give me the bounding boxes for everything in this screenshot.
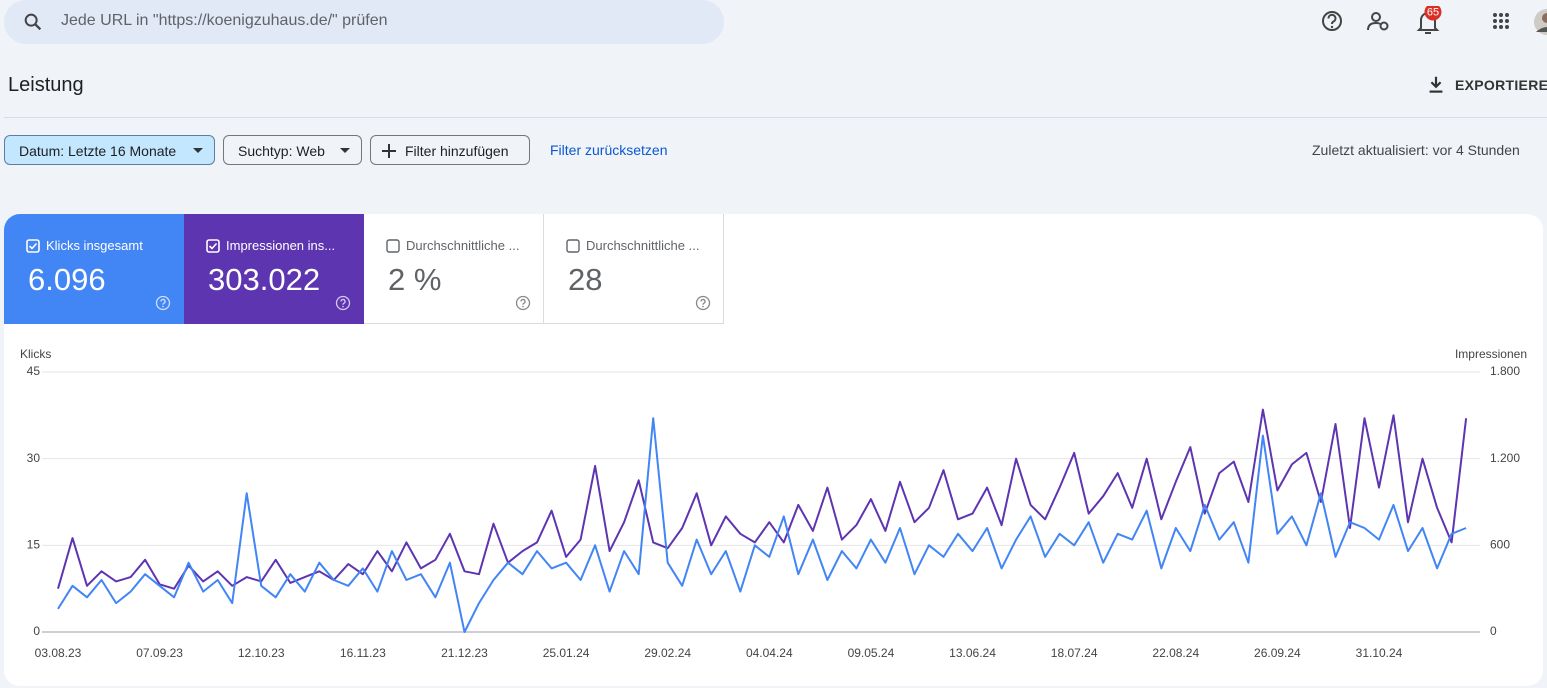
- x-tick-label: 22.08.24: [1152, 646, 1199, 660]
- checkbox-checked: [26, 239, 40, 253]
- x-tick-label: 04.04.24: [746, 646, 793, 660]
- y2-axis-label: Impressionen: [1455, 347, 1527, 361]
- x-tick-label: 03.08.23: [35, 646, 82, 660]
- x-tick-label: 31.10.24: [1356, 646, 1403, 660]
- metric-tile[interactable]: Impressionen ins... 303.022: [184, 214, 364, 324]
- series-line: [57, 417, 1467, 633]
- notification-count: 65: [1427, 6, 1439, 18]
- search-type-chip[interactable]: Suchtyp: Web: [223, 135, 362, 165]
- notification-badge: [1424, 6, 1442, 21]
- divider: [4, 117, 1547, 118]
- metric-label: Klicks insgesamt: [46, 238, 143, 253]
- performance-card: Klicks insgesamt 6.096 Impressionen ins.…: [4, 214, 1543, 686]
- x-tick-label: 29.02.24: [644, 646, 691, 660]
- page-title: Leistung: [8, 74, 84, 96]
- x-tick-label: 12.10.23: [238, 646, 285, 660]
- notification-icon[interactable]: 65: [1416, 6, 1442, 34]
- y-axis-label: Klicks: [20, 347, 51, 361]
- search-bar[interactable]: Jede URL in "https://koenigzuhaus.de/" p…: [4, 0, 724, 44]
- checkbox: [386, 239, 400, 253]
- x-tick-label: 25.01.24: [543, 646, 590, 660]
- info-icon: [515, 295, 531, 311]
- last-updated: Zuletzt aktualisiert: vor 4 Stunden: [1312, 142, 1520, 158]
- info-icon: [695, 295, 711, 311]
- dropdown-arrow: [340, 148, 350, 153]
- info-icon: [335, 295, 351, 311]
- date-filter-chip[interactable]: Datum: Letzte 16 Monate: [4, 135, 215, 165]
- export-label: EXPORTIEREN: [1455, 77, 1547, 93]
- metric-tile[interactable]: Klicks insgesamt 6.096: [4, 214, 184, 324]
- reset-filters-link[interactable]: Filter zurücksetzen: [550, 142, 668, 158]
- metric-label: Durchschnittliche ...: [586, 238, 700, 253]
- tick-label: 600: [1490, 538, 1510, 552]
- tick-label: 0: [33, 624, 40, 638]
- tick-label: 1.800: [1490, 364, 1520, 378]
- chip-label: Filter hinzufügen: [405, 143, 509, 159]
- series-line: [57, 408, 1468, 590]
- tick-label: 0: [1490, 624, 1497, 638]
- metric-tile[interactable]: Durchschnittliche ... 28: [544, 214, 724, 324]
- avatar[interactable]: [1534, 9, 1547, 35]
- dropdown-arrow: [193, 148, 203, 153]
- toolbar-icons: 65: [1322, 6, 1547, 35]
- metric-value: 28: [568, 262, 603, 297]
- info-icon: [155, 295, 171, 311]
- apps-icon[interactable]: [1493, 13, 1509, 29]
- help-icon[interactable]: [1322, 11, 1342, 31]
- chip-label: Datum: Letzte 16 Monate: [19, 143, 177, 159]
- x-tick-label: 21.12.23: [441, 646, 488, 660]
- tick-label: 45: [27, 364, 41, 378]
- admin-icon[interactable]: [1367, 12, 1389, 31]
- checkbox: [566, 239, 580, 253]
- metric-value: 2 %: [388, 262, 442, 297]
- x-tick-label: 18.07.24: [1051, 646, 1098, 660]
- chip-label: Suchtyp: Web: [238, 143, 325, 159]
- metric-value: 303.022: [208, 262, 321, 297]
- add-filter-chip[interactable]: Filter hinzufügen: [370, 135, 530, 165]
- metric-label: Durchschnittliche ...: [406, 238, 520, 253]
- checkbox-checked: [206, 239, 220, 253]
- x-tick-label: 13.06.24: [949, 646, 996, 660]
- metric-label: Impressionen ins...: [226, 238, 336, 253]
- x-tick-label: 09.05.24: [848, 646, 895, 660]
- search-placeholder: Jede URL in "https://koenigzuhaus.de/" p…: [61, 12, 388, 29]
- x-tick-label: 16.11.23: [340, 646, 386, 660]
- tick-label: 1.200: [1490, 451, 1520, 465]
- metric-tile[interactable]: Durchschnittliche ... 2 %: [364, 214, 544, 324]
- x-tick-label: 26.09.24: [1254, 646, 1301, 660]
- download-icon: [1429, 76, 1443, 93]
- plus-icon: [382, 144, 396, 158]
- tick-label: 15: [27, 538, 41, 552]
- tick-label: 30: [27, 451, 41, 465]
- metric-value: 6.096: [28, 262, 106, 297]
- search-icon: [24, 13, 42, 31]
- x-tick-label: 07.09.23: [136, 646, 183, 660]
